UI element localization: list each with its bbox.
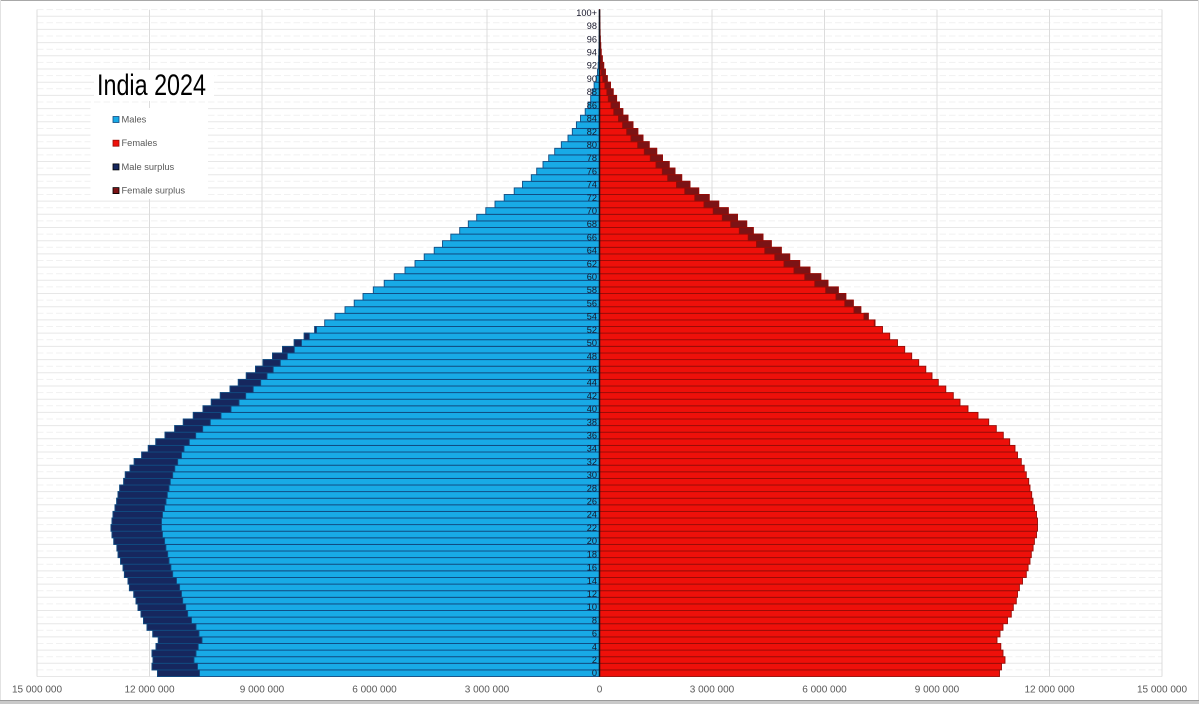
svg-text:28: 28 — [587, 483, 597, 493]
svg-text:76: 76 — [587, 166, 597, 176]
svg-text:54: 54 — [587, 312, 597, 322]
svg-text:26: 26 — [587, 497, 597, 507]
svg-text:3 000 000: 3 000 000 — [465, 685, 510, 696]
svg-text:60: 60 — [587, 272, 597, 282]
svg-text:6 000 000: 6 000 000 — [352, 685, 397, 696]
svg-text:8: 8 — [592, 615, 597, 625]
svg-text:74: 74 — [587, 180, 597, 190]
svg-text:38: 38 — [587, 417, 597, 427]
svg-text:16: 16 — [587, 563, 597, 573]
svg-text:46: 46 — [587, 365, 597, 375]
svg-text:3 000 000: 3 000 000 — [690, 685, 735, 696]
svg-text:42: 42 — [587, 391, 597, 401]
svg-text:72: 72 — [587, 193, 597, 203]
svg-text:94: 94 — [587, 48, 597, 58]
svg-text:62: 62 — [587, 259, 597, 269]
svg-text:78: 78 — [587, 153, 597, 163]
svg-text:68: 68 — [587, 219, 597, 229]
svg-text:15 000 000: 15 000 000 — [12, 685, 62, 696]
svg-text:88: 88 — [587, 87, 597, 97]
svg-text:12 000 000: 12 000 000 — [1024, 685, 1074, 696]
svg-text:India 2024: India 2024 — [97, 69, 206, 102]
svg-text:Male surplus: Male surplus — [122, 162, 175, 172]
svg-text:36: 36 — [587, 431, 597, 441]
svg-text:12: 12 — [587, 589, 597, 599]
svg-text:80: 80 — [587, 140, 597, 150]
svg-text:48: 48 — [587, 351, 597, 361]
svg-text:6: 6 — [592, 629, 597, 639]
svg-text:4: 4 — [592, 642, 597, 652]
svg-text:Males: Males — [122, 115, 147, 125]
svg-text:32: 32 — [587, 457, 597, 467]
svg-text:Females: Females — [122, 138, 158, 148]
svg-text:34: 34 — [587, 444, 597, 454]
svg-text:44: 44 — [587, 378, 597, 388]
svg-text:10: 10 — [587, 602, 597, 612]
svg-text:92: 92 — [587, 61, 597, 71]
svg-text:24: 24 — [587, 510, 597, 520]
svg-text:15 000 000: 15 000 000 — [1137, 685, 1187, 696]
svg-text:86: 86 — [587, 100, 597, 110]
svg-text:20: 20 — [587, 536, 597, 546]
svg-text:66: 66 — [587, 232, 597, 242]
svg-text:14: 14 — [587, 576, 597, 586]
svg-text:56: 56 — [587, 298, 597, 308]
svg-text:40: 40 — [587, 404, 597, 414]
svg-text:18: 18 — [587, 549, 597, 559]
svg-text:50: 50 — [587, 338, 597, 348]
svg-text:0: 0 — [592, 668, 597, 678]
svg-text:52: 52 — [587, 325, 597, 335]
svg-text:90: 90 — [587, 74, 597, 84]
svg-text:9 000 000: 9 000 000 — [915, 685, 960, 696]
svg-text:2: 2 — [592, 655, 597, 665]
svg-text:9 000 000: 9 000 000 — [240, 685, 285, 696]
svg-text:6 000 000: 6 000 000 — [802, 685, 847, 696]
svg-text:64: 64 — [587, 246, 597, 256]
svg-text:0: 0 — [597, 685, 603, 696]
svg-text:100+: 100+ — [576, 8, 597, 18]
svg-text:82: 82 — [587, 127, 597, 137]
svg-text:22: 22 — [587, 523, 597, 533]
svg-text:58: 58 — [587, 285, 597, 295]
svg-text:Female surplus: Female surplus — [122, 186, 186, 196]
svg-text:84: 84 — [587, 114, 597, 124]
svg-text:70: 70 — [587, 206, 597, 216]
svg-text:96: 96 — [587, 34, 597, 44]
svg-text:30: 30 — [587, 470, 597, 480]
svg-text:98: 98 — [587, 21, 597, 31]
svg-text:12 000 000: 12 000 000 — [124, 685, 174, 696]
